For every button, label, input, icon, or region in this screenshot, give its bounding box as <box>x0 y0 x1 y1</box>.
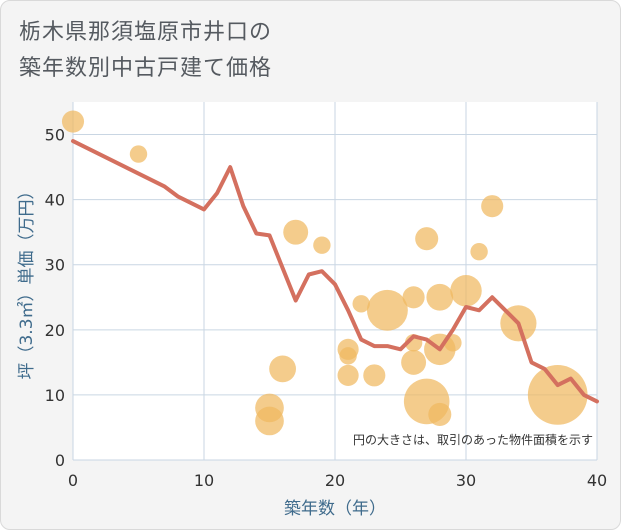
y-tick-label: 20 <box>45 321 65 340</box>
bubble-point <box>428 402 452 426</box>
average-line-series <box>71 139 599 404</box>
bubble-point <box>450 275 482 307</box>
x-tick-label: 30 <box>456 471 476 490</box>
average-line <box>71 139 599 404</box>
bubble-series <box>61 110 588 436</box>
bubble-point <box>339 347 357 365</box>
bubble-point <box>352 295 370 313</box>
bubble-point <box>61 110 85 133</box>
y-tick-label: 10 <box>45 386 65 405</box>
gridlines <box>72 102 598 461</box>
y-tick-label: 50 <box>45 126 65 145</box>
bubble-point <box>255 406 284 436</box>
bubble-point <box>426 283 454 311</box>
chart-title-line-2: 築年数別中古戸建て価格 <box>19 56 273 81</box>
axis-ticks: 0 10 20 30 40 0 10 20 30 40 50 <box>45 126 608 490</box>
bubble-point <box>470 243 488 261</box>
x-tick-label: 10 <box>194 471 214 490</box>
bubble-point <box>366 289 408 331</box>
bubble-point <box>313 236 331 254</box>
x-axis-label: 築年数（年） <box>284 499 386 519</box>
y-tick-label: 40 <box>45 191 65 210</box>
y-tick-label: 0 <box>55 451 65 470</box>
bubble-point <box>481 195 504 218</box>
bubble-point <box>415 227 439 251</box>
x-tick-label: 40 <box>587 471 607 490</box>
x-tick-label: 0 <box>68 471 78 490</box>
bubble-point <box>269 355 296 383</box>
bubble-point <box>401 349 427 375</box>
bubble-point <box>363 364 386 387</box>
bubble-point <box>129 145 148 163</box>
bubble-point <box>527 365 588 425</box>
chart-title-line-1: 栃木県那須塩原市井口の <box>19 20 273 45</box>
bubble-point <box>337 364 359 386</box>
y-axis-label: 坪（3.3㎡）単価（万円） <box>17 182 37 379</box>
y-tick-label: 30 <box>45 256 65 275</box>
bubble-point <box>402 286 425 309</box>
x-tick-label: 20 <box>325 471 345 490</box>
chart-title: 栃木県那須塩原市井口の 築年数別中古戸建て価格 <box>19 15 272 87</box>
bubble-size-note: 円の大きさは、取引のあった物件面積を示す <box>353 432 593 447</box>
bubble-point <box>283 219 309 245</box>
